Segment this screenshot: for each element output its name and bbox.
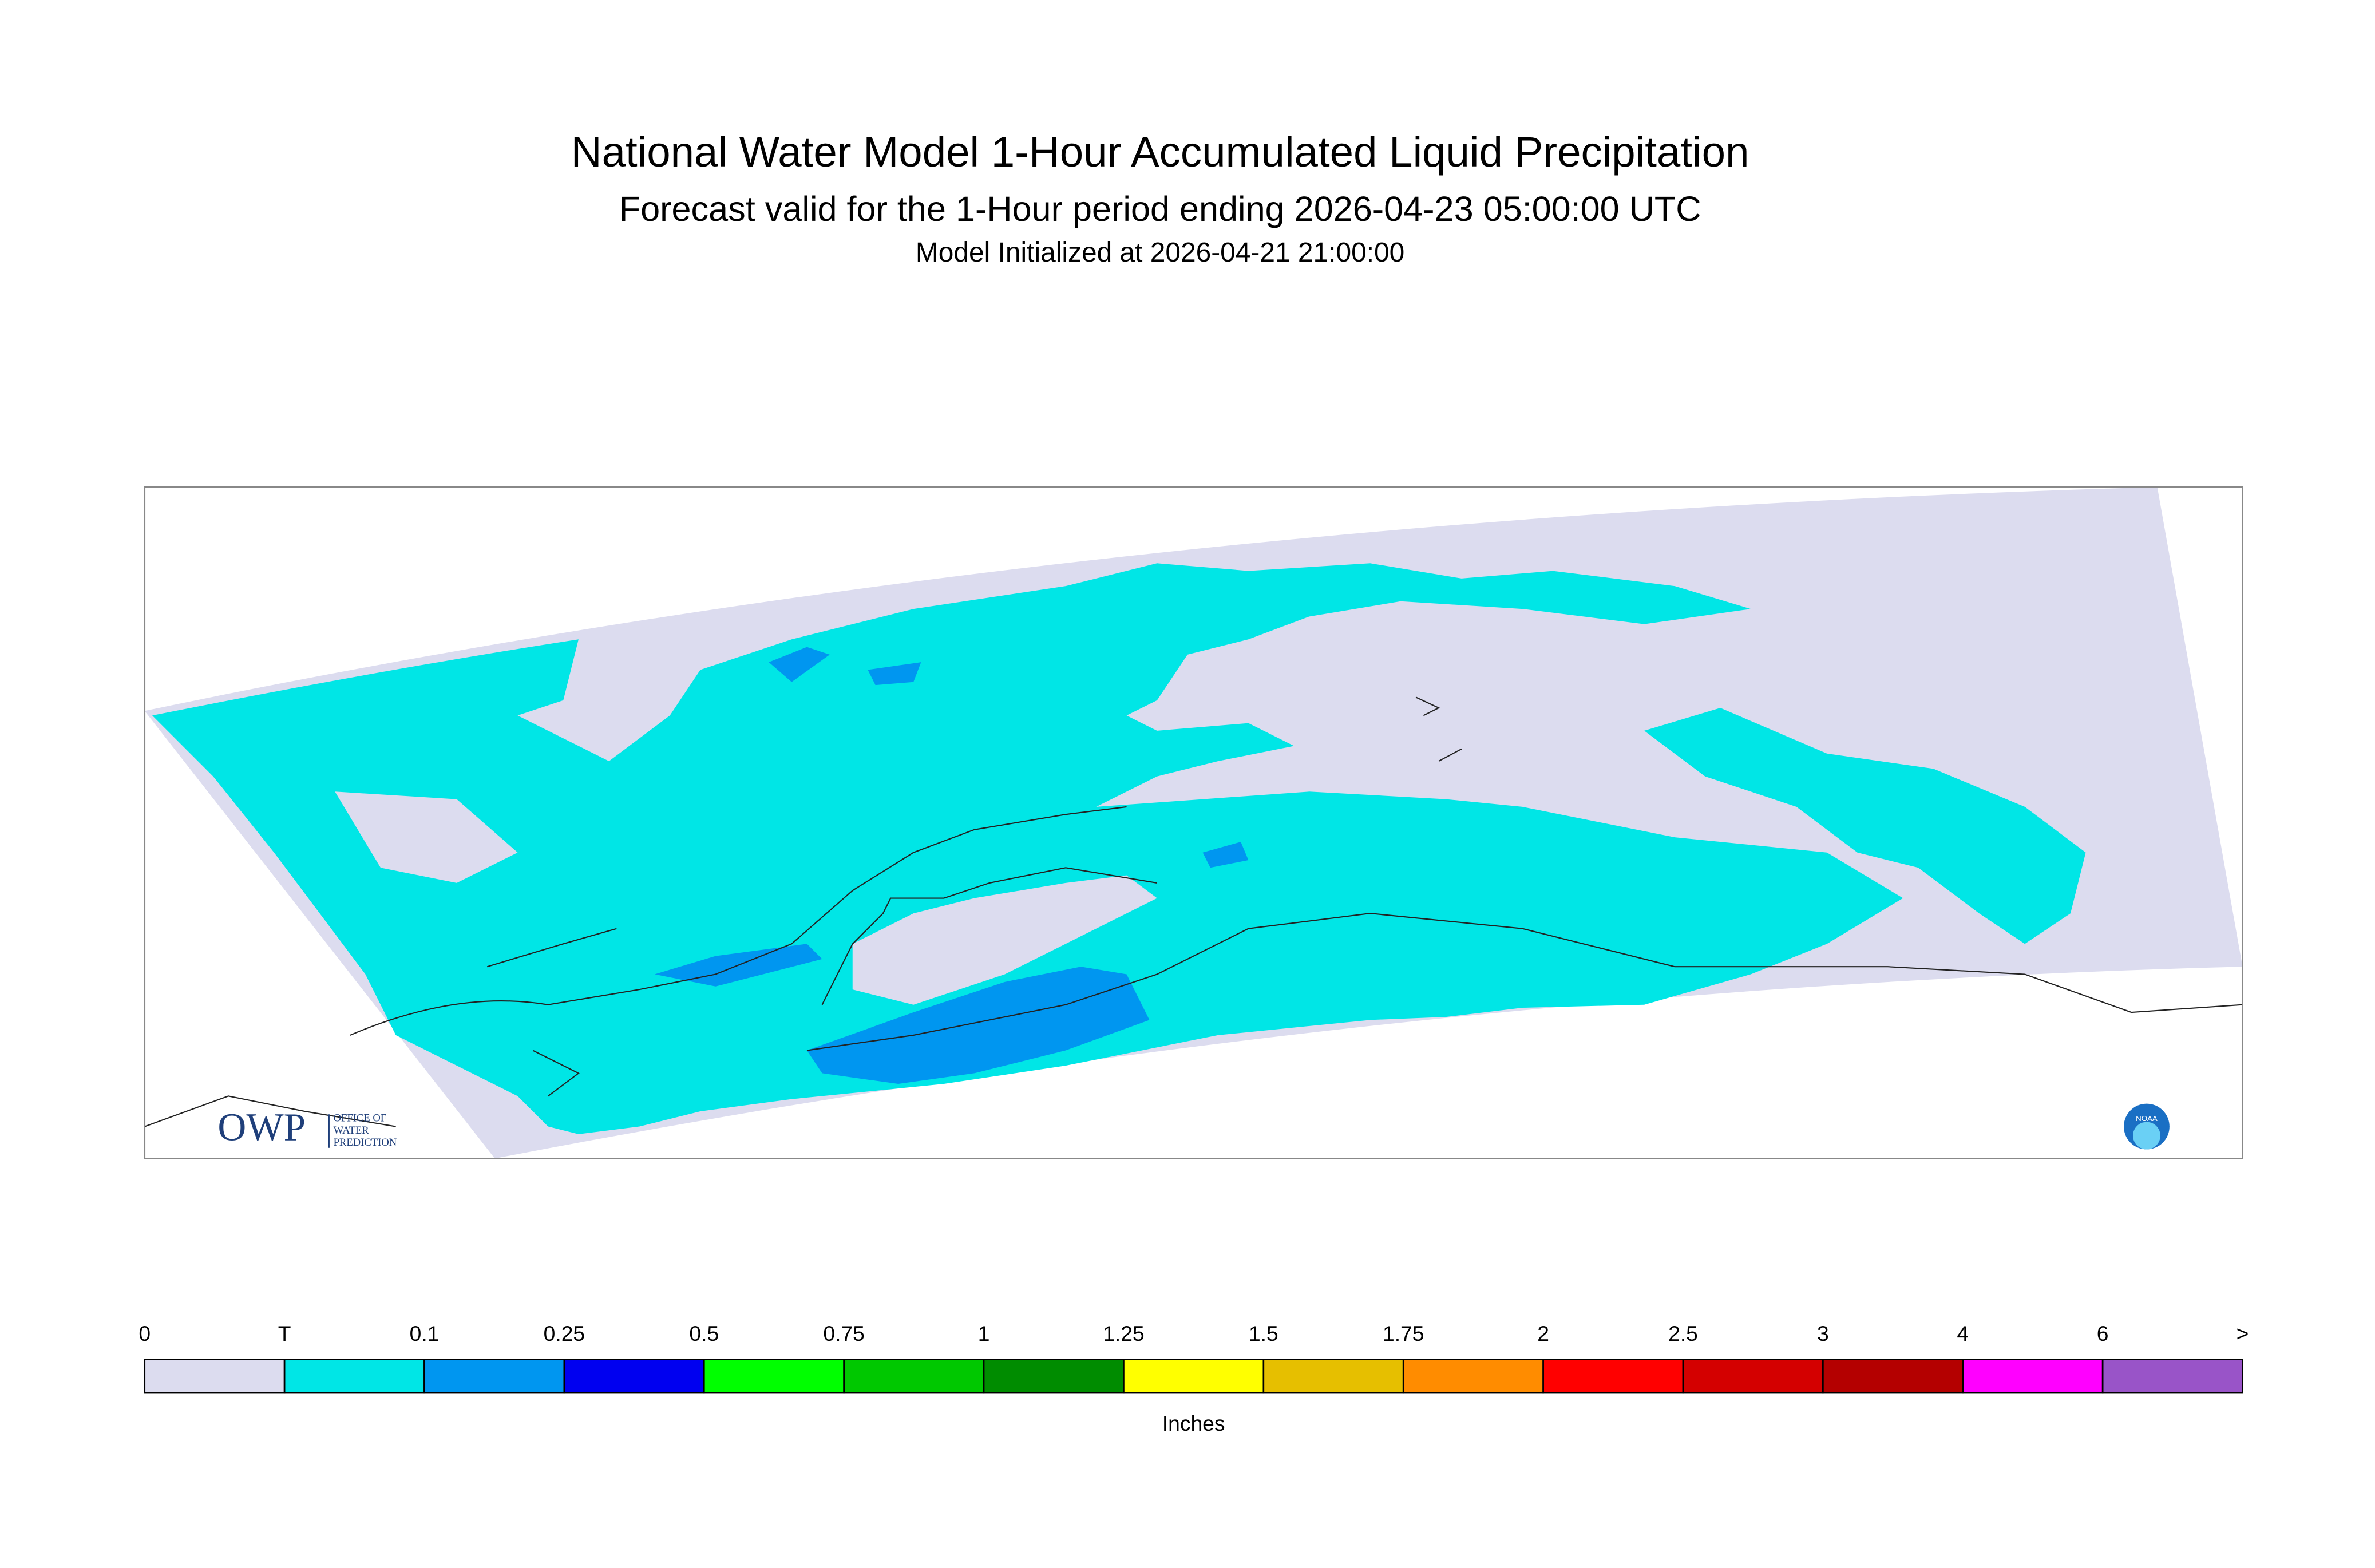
subtitle: Forecast valid for the 1-Hour period end… [619, 189, 1701, 228]
owp-subtext: WATER [334, 1124, 370, 1137]
colorbar-swatch [563, 1359, 705, 1394]
colorbar-swatch [843, 1359, 985, 1394]
map: OWP OFFICE OF WATER PREDICTION NOAA [144, 486, 2243, 1159]
noaa-logo-wave [2133, 1122, 2160, 1150]
owp-subtext: PREDICTION [334, 1137, 397, 1149]
colorbar-swatch [1402, 1359, 1544, 1394]
colorbar-swatch [1262, 1359, 1404, 1394]
colorbar-label: 1.25 [1103, 1321, 1144, 1345]
colorbar: 0 T 0.1 0.25 0.5 0.75 1 1.25 1.5 1.75 2 2.5 3 4 6 > [138, 1321, 2249, 1394]
colorbar-label: 6 [2097, 1321, 2109, 1345]
coastline [144, 696, 2243, 1127]
colorbar-swatch [144, 1359, 286, 1394]
map-frame [144, 486, 2243, 1159]
colorbar-swatch [1123, 1359, 1265, 1394]
colorbar-swatch [703, 1359, 845, 1394]
title: National Water Model 1-Hour Accumulated … [571, 128, 1749, 176]
colorbar-swatch [423, 1359, 565, 1394]
colorbar-label: T [278, 1321, 291, 1345]
colorbar-swatch [283, 1359, 425, 1394]
noaa-text: NOAA [2136, 1114, 2158, 1123]
colorbar-label: 0.1 [410, 1321, 440, 1345]
colorbar-label: 1.5 [1249, 1321, 1278, 1345]
owp-subtext: OFFICE OF [334, 1112, 387, 1124]
colorbar-label: 0.5 [689, 1321, 719, 1345]
colorbar-label: 0.25 [544, 1321, 585, 1345]
owp-logo: OWP [217, 1104, 306, 1149]
init-time: Model Initialized at 2026-04-21 21:00:00 [916, 237, 1404, 268]
colorbar-label: > [2237, 1321, 2249, 1345]
colorbar-label: 1.75 [1383, 1321, 1424, 1345]
precip-trace [152, 563, 1903, 1134]
colorbar-label: 4 [1957, 1321, 1969, 1345]
colorbar-swatch [1962, 1359, 2104, 1394]
precip-0.1 [654, 647, 1249, 1084]
colorbar-label: 1 [978, 1321, 990, 1345]
colorbar-swatch [983, 1359, 1125, 1394]
colorbar-swatch [1822, 1359, 1964, 1394]
colorbar-swatch [1542, 1359, 1684, 1394]
no-precip [335, 791, 1157, 1005]
precip-trace-east [1644, 707, 2086, 944]
colorbar-label: 2.5 [1668, 1321, 1698, 1345]
colorbar-swatch [2101, 1359, 2243, 1394]
colorbar-label: 0.75 [823, 1321, 864, 1345]
colorbar-unit: Inches [1162, 1411, 1225, 1435]
colorbar-label: 3 [1817, 1321, 1829, 1345]
colorbar-label: 2 [1537, 1321, 1549, 1345]
colorbar-label: 0 [138, 1321, 151, 1345]
colorbar-swatch [1682, 1359, 1824, 1394]
